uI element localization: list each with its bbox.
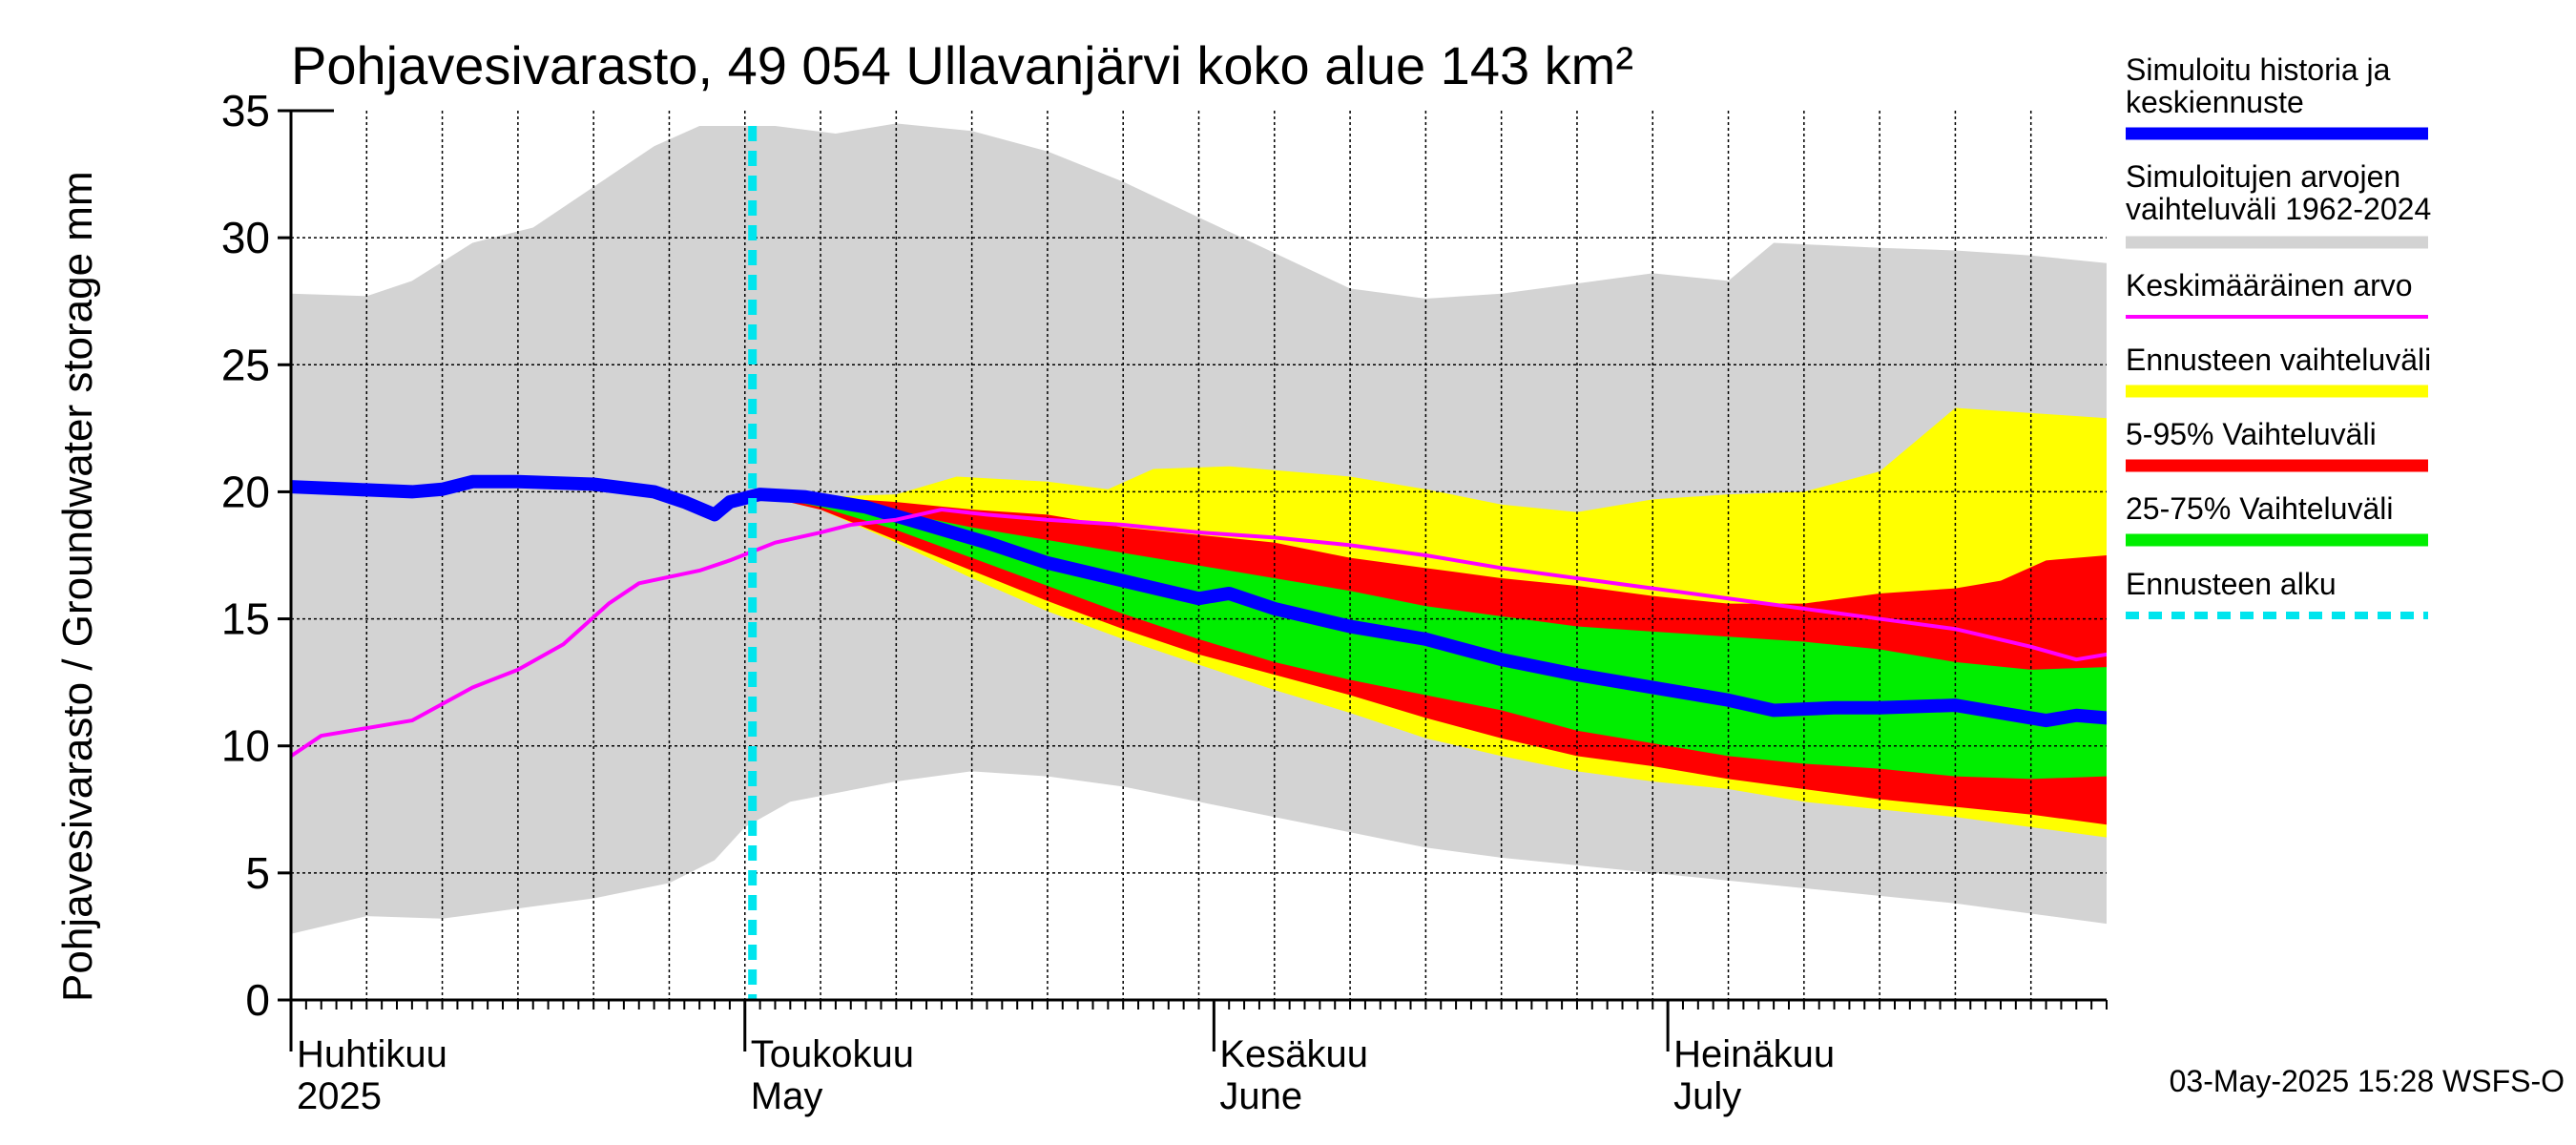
legend-label: 5-95% Vaihteluväli [2126,417,2377,451]
timestamp-label: 03-May-2025 15:28 WSFS-O [2170,1064,2565,1098]
month-label-fi: Toukokuu [751,1033,914,1075]
month-label-fi: Kesäkuu [1219,1033,1368,1075]
legend-label: Ennusteen vaihteluväli [2126,343,2431,377]
legend-label: Simuloitu historia ja [2126,52,2391,87]
month-label-en: June [1219,1075,1302,1117]
y-tick-label: 15 [221,594,270,644]
y-tick-label: 5 [245,848,270,898]
y-tick-label: 0 [245,975,270,1025]
legend-label: keskiennuste [2126,85,2304,119]
mean-value-line [291,508,2107,759]
plot-area [291,111,2107,1000]
legend-item: 25-75% Vaihteluväli [2126,491,2428,547]
legend-label: Keskimääräinen arvo [2126,268,2413,302]
y-tick-label: 10 [221,721,270,771]
legend-label: Ennusteen alku [2126,567,2337,601]
chart-title: Pohjavesivarasto, 49 054 Ullavanjärvi ko… [291,35,1633,95]
legend-label: Simuloitujen arvojen [2126,159,2400,194]
legend-item: Keskimääräinen arvo [2126,268,2428,319]
y-tick-label: 35 [221,86,270,135]
month-label-en: July [1673,1075,1741,1117]
month-label-fi: Heinäkuu [1673,1033,1835,1075]
grid [291,111,2107,1000]
y-tick-label: 25 [221,340,270,389]
legend-label: 25-75% Vaihteluväli [2126,491,2393,526]
legend-item: 5-95% Vaihteluväli [2126,417,2428,472]
simulated-history-and-median-forecast-line [291,474,2107,728]
axes: 05101520253035Huhtikuu2025ToukokuuMayKes… [221,86,2108,1117]
legend: Simuloitu historia jakeskiennusteSimuloi… [2126,52,2431,619]
legend-label: vaihteluväli 1962-2024 [2126,192,2431,226]
month-label-en: May [751,1075,823,1117]
y-tick-label: 20 [221,467,270,516]
month-label-fi: Huhtikuu [297,1033,447,1075]
y-axis-label: Pohjavesivarasto / Groundwater storage m… [54,171,101,1002]
y-tick-label: 30 [221,213,270,262]
month-label-en: 2025 [297,1075,382,1117]
legend-item: Ennusteen vaihteluväli [2126,343,2431,398]
legend-item: Ennusteen alku [2126,567,2428,619]
